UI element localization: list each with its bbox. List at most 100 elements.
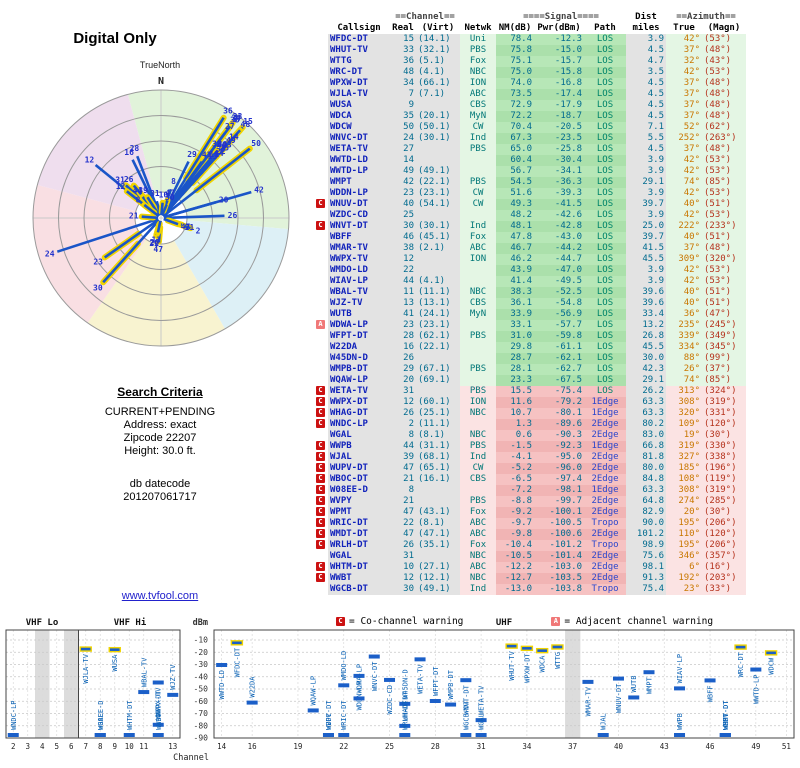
magnetic-azimuth-cell: (320°) [702, 254, 746, 265]
warning-cell: C [314, 419, 328, 430]
radar-line [163, 200, 217, 219]
chart-signal-bar [138, 690, 150, 695]
warning-cell [314, 364, 328, 375]
co-channel-marker: C [316, 540, 325, 549]
path-cell: LOS [584, 320, 626, 331]
magnetic-azimuth-cell: (324°) [702, 386, 746, 397]
station-row: WBAL-TV 11 (11.1) NBC 38.3 -52.5 LOS 39.6 40° (51… [314, 287, 746, 298]
network-cell: ION [460, 397, 496, 408]
real-channel-cell: 26 [390, 353, 416, 364]
network-cell [460, 353, 496, 364]
chart-station-label: WMDT-DT [722, 700, 730, 730]
magnetic-azimuth-cell: (53°) [702, 265, 746, 276]
network-cell [460, 320, 496, 331]
co-channel-marker: C [316, 474, 325, 483]
radar-channel-label: 47 [165, 188, 175, 197]
column-header: Netwk [464, 23, 492, 33]
radar-ring [83, 140, 239, 296]
distance-cell: 33.4 [626, 309, 666, 320]
distance-cell: 39.6 [626, 298, 666, 309]
radar-channel-label: 35 [230, 115, 240, 124]
nm-cell: 56.7 [496, 166, 534, 177]
radar-channel-label: 36 [223, 106, 233, 115]
real-channel-cell: 34 [390, 78, 416, 89]
callsign-cell: WNDC-LP [328, 419, 390, 430]
virtual-channel-cell: (69.1) [416, 375, 460, 386]
real-channel-cell: 50 [390, 122, 416, 133]
power-cell: -103.8 [534, 584, 584, 595]
chart-station-label: WRLH-DT [401, 700, 409, 730]
true-azimuth-cell: 109° [666, 419, 702, 430]
station-row: C WPMT 47 (43.1) Fox -9.2 -100.1 2Edge 82.9 20° (3… [314, 507, 746, 518]
virtual-channel-cell: (23.1) [416, 188, 460, 199]
true-azimuth-cell: 110° [666, 529, 702, 540]
chart-station-label: WWTD-LD [218, 670, 226, 700]
virtual-channel-cell [416, 551, 460, 562]
warning-cell [314, 298, 328, 309]
radar-line [102, 219, 160, 284]
network-cell: PBS [460, 177, 496, 188]
real-channel-cell: 16 [390, 342, 416, 353]
real-channel-cell: 26 [390, 408, 416, 419]
chart-station-label: WNDC-LP [10, 700, 18, 730]
chart-signal-bar [764, 650, 778, 656]
virtual-channel-cell: (22.1) [416, 342, 460, 353]
real-channel-cell: 11 [390, 287, 416, 298]
path-cell: Tropo [584, 518, 626, 529]
distance-cell: 5.5 [626, 133, 666, 144]
virtual-channel-cell: (35.1) [416, 540, 460, 551]
warning-cell: C [314, 441, 328, 452]
nm-cell: -10.4 [496, 540, 534, 551]
power-cell: -36.3 [534, 177, 584, 188]
real-channel-cell: 47 [390, 463, 416, 474]
path-cell: LOS [584, 166, 626, 177]
network-cell [460, 276, 496, 287]
radar-line [141, 215, 159, 220]
column-header [314, 23, 328, 34]
chart-station-label: WMPT [646, 676, 654, 694]
callsign-cell: WRC-DT [328, 67, 390, 78]
power-cell: -15.8 [534, 67, 584, 78]
real-channel-cell: 25 [390, 210, 416, 221]
network-cell: PBS [460, 441, 496, 452]
radar-channel-label: 23 [222, 140, 232, 149]
distance-cell: 64.8 [626, 496, 666, 507]
nm-cell: 46.2 [496, 254, 534, 265]
callsign-cell: WPMT [328, 507, 390, 518]
magnetic-azimuth-cell: (30°) [702, 507, 746, 518]
warning-cell: C [314, 221, 328, 232]
path-cell: LOS [584, 155, 626, 166]
distance-cell: 75.6 [626, 551, 666, 562]
magnetic-azimuth-cell: (51°) [702, 199, 746, 210]
magnetic-azimuth-cell: (85°) [702, 375, 746, 386]
path-cell: LOS [584, 232, 626, 243]
true-azimuth-cell: 334° [666, 342, 702, 353]
path-cell: LOS [584, 221, 626, 232]
distance-cell: 4.5 [626, 45, 666, 56]
dbm-axis-label: dBm [193, 618, 208, 628]
dbm-tick-label: -10 [194, 636, 209, 645]
warning-cell [314, 133, 328, 144]
power-cell: -18.7 [534, 111, 584, 122]
distance-cell: 30.0 [626, 353, 666, 364]
radar-ring [32, 89, 290, 347]
nm-cell: -6.5 [496, 474, 534, 485]
warning-cell [314, 232, 328, 243]
warning-cell [314, 67, 328, 78]
network-cell: CW [460, 199, 496, 210]
column-header: ==Azimuth== [676, 12, 736, 22]
nm-cell: -13.0 [496, 584, 534, 595]
station-row: WWPX-TV 12 ION 46.2 -44.7 LOS 45.5 309° (320°) [314, 254, 746, 265]
tvfool-link[interactable]: www.tvfool.com [121, 590, 199, 602]
warning-cell: C [314, 452, 328, 463]
distance-cell: 29.1 [626, 375, 666, 386]
real-channel-cell: 26 [390, 540, 416, 551]
power-cell: -61.1 [534, 342, 584, 353]
distance-cell: 90.0 [626, 518, 666, 529]
network-cell [460, 342, 496, 353]
station-row: WJZ-TV 13 (13.1) CBS 36.1 -54.8 LOS 39.6 40° (51°… [314, 298, 746, 309]
criteria-line: Address: exact [123, 419, 197, 431]
virtual-channel-cell: (49.1) [416, 584, 460, 595]
true-azimuth-cell: 37° [666, 78, 702, 89]
nm-cell: 0.6 [496, 430, 534, 441]
